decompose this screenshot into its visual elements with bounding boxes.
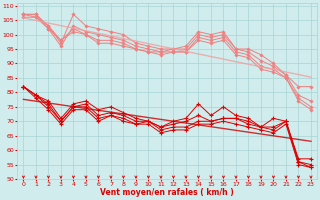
X-axis label: Vent moyen/en rafales ( km/h ): Vent moyen/en rafales ( km/h ) <box>100 188 234 197</box>
